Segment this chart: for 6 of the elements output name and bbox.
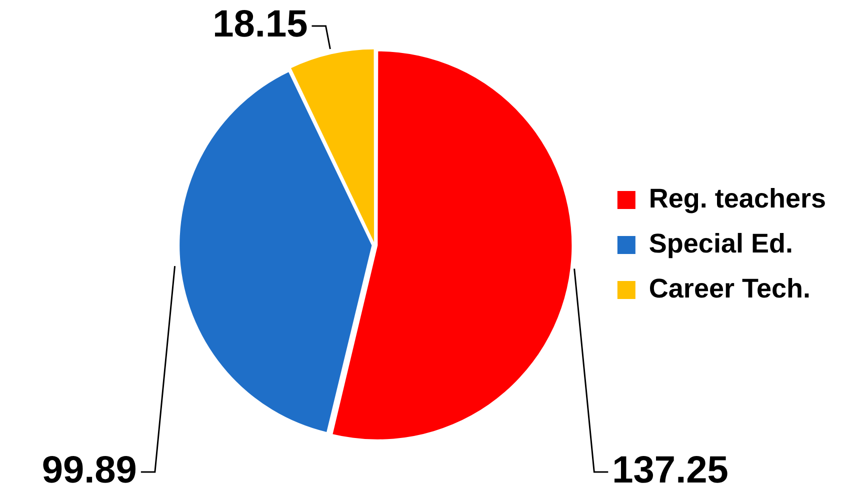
legend-label: Career Tech. — [648, 273, 810, 304]
data-label: 99.89 — [42, 449, 137, 492]
legend-label: Special Ed. — [648, 228, 793, 258]
data-label: 137.25 — [612, 449, 728, 492]
data-label: 18.15 — [212, 3, 308, 46]
legend-label: Reg. teachers — [648, 183, 826, 214]
